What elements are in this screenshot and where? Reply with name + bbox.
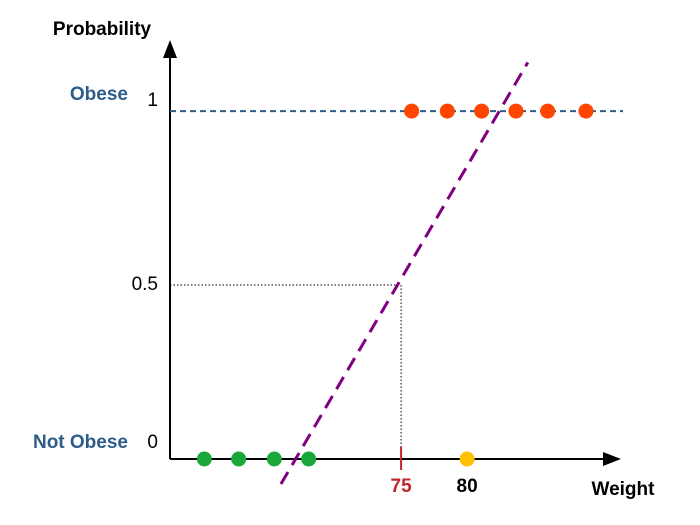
point [459, 451, 475, 467]
y-axis-arrow [163, 40, 177, 58]
point [508, 103, 524, 119]
point [266, 451, 282, 467]
point [540, 103, 556, 119]
y-tick-label: 0 [147, 432, 158, 453]
y-tick-label: 1 [147, 90, 158, 111]
x-tick-label: 80 [457, 476, 478, 497]
point [301, 451, 317, 467]
point [439, 103, 455, 119]
point [196, 451, 212, 467]
class-label: Obese [70, 84, 128, 105]
y-axis-title: Probability [53, 19, 152, 40]
x-tick-label: 75 [391, 476, 413, 497]
x-axis-title: Weight [592, 479, 656, 500]
point [578, 103, 594, 119]
x-axis-arrow [603, 452, 621, 466]
fit-line [279, 61, 530, 485]
point [474, 103, 490, 119]
y-tick-label: 0.5 [132, 274, 158, 295]
point [231, 451, 247, 467]
class-label: Not Obese [33, 432, 128, 453]
point [404, 103, 420, 119]
